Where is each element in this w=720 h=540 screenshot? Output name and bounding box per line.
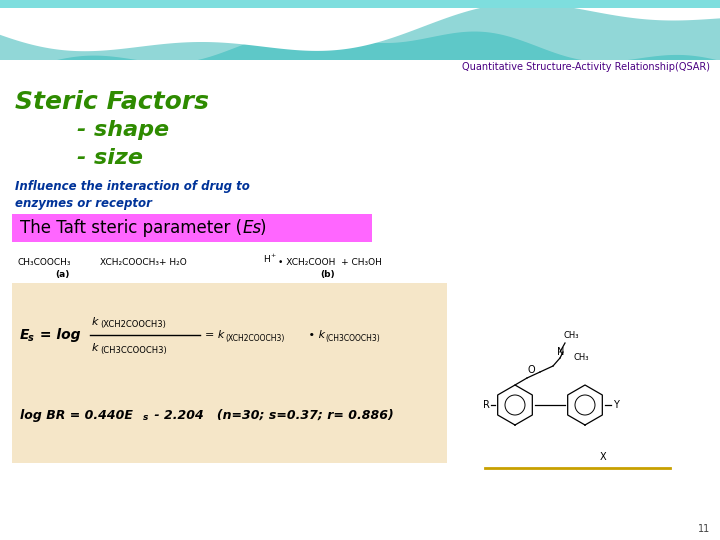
Text: The Taft steric parameter (: The Taft steric parameter ( [20,219,242,237]
Text: - size: - size [15,148,143,168]
Text: • k: • k [305,330,325,340]
Text: N: N [557,347,564,357]
Text: log BR = 0.440E: log BR = 0.440E [20,408,133,422]
Polygon shape [0,0,720,71]
Bar [0,0,720,75]
Bar [12,214,372,242]
Text: O: O [527,365,535,375]
Text: (CH3CCOOCH3): (CH3CCOOCH3) [100,347,167,355]
Text: ): ) [260,219,266,237]
Text: CH₃: CH₃ [563,330,578,340]
Text: (a): (a) [55,270,69,279]
Text: Y: Y [613,400,619,410]
Text: - 2.204   (n=30; s=0.37; r= 0.886): - 2.204 (n=30; s=0.37; r= 0.886) [150,408,394,422]
Bar [0,0,720,8]
Text: CH₃COOCH₃: CH₃COOCH₃ [18,258,71,267]
Text: (XCH2COOCH3): (XCH2COOCH3) [225,334,284,342]
Text: CH₃: CH₃ [573,354,588,362]
Bar [12,283,447,463]
Text: H: H [263,255,270,264]
Text: k: k [92,343,99,353]
Text: +: + [270,253,275,258]
Text: (CH3COOCH3): (CH3COOCH3) [325,334,379,342]
Text: XCH₂COOCH₃+ H₂O: XCH₂COOCH₃+ H₂O [100,258,186,267]
Bar [0,60,720,540]
Text: (XCH2COOCH3): (XCH2COOCH3) [100,321,166,329]
Text: Steric Factors: Steric Factors [15,90,209,114]
Text: k: k [92,317,99,327]
Text: = log: = log [35,328,81,342]
Text: s: s [143,414,148,422]
Text: Influence the interaction of drug to
enzymes or receptor: Influence the interaction of drug to enz… [15,180,250,210]
Text: Es: Es [243,219,262,237]
Text: = k: = k [205,330,225,340]
Text: s: s [28,333,34,343]
Text: X: X [600,452,607,462]
Text: (b): (b) [320,270,335,279]
Text: R: R [483,400,490,410]
Text: 11: 11 [698,524,710,534]
Text: • XCH₂COOH  + CH₃OH: • XCH₂COOH + CH₃OH [278,258,382,267]
Text: E: E [20,328,30,342]
Text: - shape: - shape [15,120,169,140]
Text: Quantitative Structure-Activity Relationship(QSAR): Quantitative Structure-Activity Relation… [462,62,710,72]
Polygon shape [0,0,720,51]
